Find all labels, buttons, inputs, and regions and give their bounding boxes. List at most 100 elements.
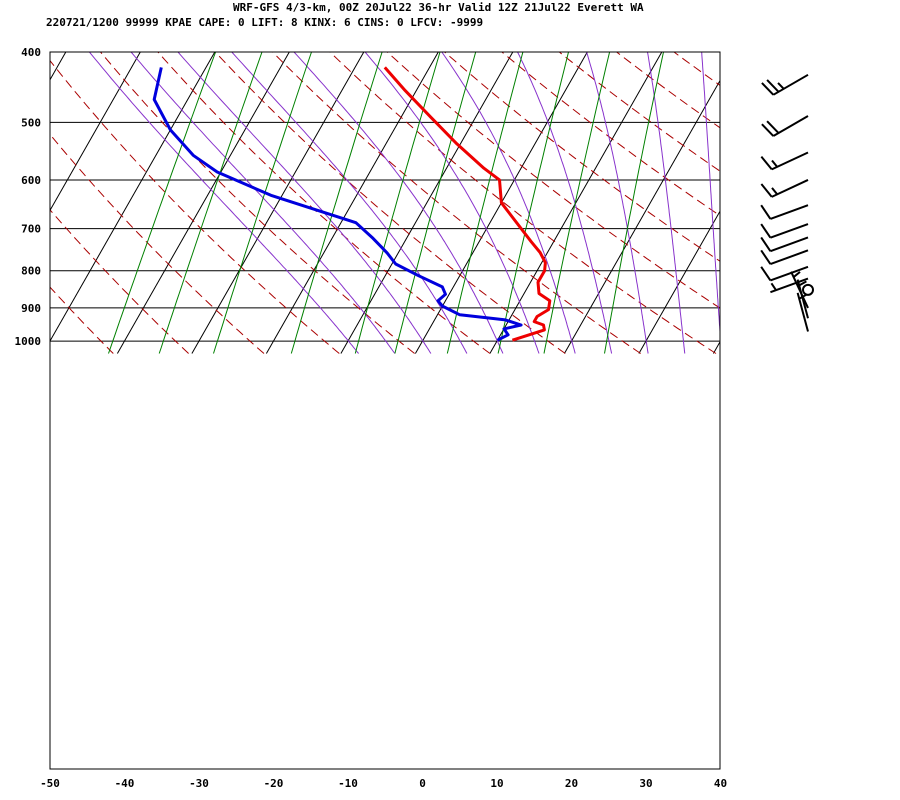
- barb-shaft: [772, 115, 809, 137]
- dry-adiabat: [444, 52, 720, 262]
- dry-adiabat: [50, 286, 114, 354]
- mixing-ratio-line: [213, 52, 312, 354]
- barb-shaft: [771, 151, 809, 171]
- mixing-ratio-line: [354, 52, 441, 354]
- barb-half-feather: [770, 282, 777, 291]
- dry-adiabat: [501, 52, 720, 217]
- y-tick-label: 700: [21, 223, 41, 236]
- isotherm-line: [191, 52, 365, 354]
- barb-shaft: [790, 271, 809, 309]
- dry-adiabat: [558, 52, 720, 172]
- moist-adiabat: [701, 52, 720, 339]
- mixing-ratio-line: [108, 52, 217, 354]
- dry-adiabat: [731, 52, 900, 354]
- isotherm-line: [563, 79, 720, 354]
- wind-barbs: [760, 73, 814, 332]
- x-tick-label: 40: [714, 777, 727, 790]
- dry-adiabat: [846, 52, 900, 354]
- mixing-ratio-lines: [108, 52, 664, 354]
- barb-shaft: [770, 265, 809, 282]
- barb-shaft: [771, 179, 809, 198]
- wind-barb: [802, 283, 814, 296]
- isotherm-line: [489, 52, 663, 354]
- isotherm-line: [265, 52, 439, 354]
- mixing-ratio-line: [543, 52, 611, 354]
- moist-adiabat: [231, 52, 468, 354]
- dry-adiabat: [329, 52, 717, 354]
- y-tick-label: 500: [21, 116, 41, 129]
- wind-barb: [761, 115, 809, 137]
- wind-barb: [760, 223, 809, 239]
- barb-shaft: [770, 277, 809, 294]
- x-tick-label: -40: [115, 777, 135, 790]
- dry-adiabat: [100, 52, 415, 354]
- dry-adiabat: [50, 59, 340, 354]
- y-tick-label: 400: [21, 46, 41, 59]
- barb-full-feather: [760, 236, 772, 252]
- moist-adiabat: [177, 52, 432, 354]
- dry-adiabats: [50, 52, 900, 354]
- y-tick-label: 1000: [15, 335, 42, 348]
- barb-shaft: [770, 223, 809, 239]
- moist-adiabat: [364, 52, 540, 354]
- chart-header-line1: WRF-GFS 4/3-km, 00Z 20Jul22 36-hr Valid …: [233, 1, 644, 14]
- barb-full-feather: [766, 120, 780, 134]
- isotherm-line: [340, 52, 514, 354]
- barb-full-feather: [760, 249, 772, 265]
- mixing-ratio-line: [394, 52, 477, 354]
- wind-barb: [760, 204, 809, 220]
- moist-adiabat: [441, 52, 576, 354]
- moist-adiabat: [586, 52, 649, 354]
- wind-barb: [760, 179, 809, 198]
- barb-shaft: [796, 292, 809, 332]
- y-tick-label: 600: [21, 174, 41, 187]
- calm-circle: [802, 283, 814, 296]
- barb-full-feather: [760, 223, 772, 239]
- x-tick-label: 0: [419, 777, 426, 790]
- dry-adiabat: [214, 52, 566, 354]
- barb-half-feather: [777, 82, 785, 90]
- barb-shaft: [770, 249, 809, 265]
- isotherm-line: [862, 52, 900, 354]
- barb-half-feather: [771, 159, 778, 168]
- isotherm-line: [50, 52, 216, 343]
- wind-barb: [760, 236, 809, 253]
- moist-adiabat: [130, 52, 396, 354]
- barb-shaft: [772, 73, 809, 96]
- barb-half-feather: [798, 280, 807, 287]
- x-tick-label: -30: [189, 777, 209, 790]
- moist-adiabat: [89, 52, 359, 354]
- x-tick-label: 20: [565, 777, 578, 790]
- wind-barb: [760, 265, 809, 282]
- sounding-series: [152, 66, 552, 342]
- x-tick-label: -10: [338, 777, 358, 790]
- barb-full-feather: [760, 204, 772, 220]
- dry-adiabat: [50, 209, 189, 354]
- chart-header-line2: 220721/1200 99999 KPAE CAPE: 0 LIFT: 8 K…: [46, 16, 483, 29]
- isotherm-line: [712, 340, 720, 354]
- wind-barb: [770, 277, 809, 294]
- barb-shaft: [770, 204, 809, 220]
- barb-shaft: [770, 236, 809, 253]
- isotherm-line: [50, 52, 141, 212]
- dry-adiabat: [272, 52, 641, 354]
- barb-full-feather: [760, 183, 773, 198]
- mixing-ratio-line: [158, 52, 263, 354]
- plot-frame: [49, 51, 721, 770]
- x-tick-label: -50: [40, 777, 60, 790]
- y-tick-label: 800: [21, 265, 41, 278]
- temperature-trace: [383, 66, 552, 342]
- barb-full-feather: [760, 266, 772, 281]
- wind-barb: [760, 151, 809, 171]
- mixing-ratio-line: [604, 52, 664, 354]
- y-tick-label: 900: [21, 302, 41, 315]
- isotherm-line: [116, 52, 290, 354]
- dry-adiabat: [50, 133, 265, 354]
- wind-barb: [790, 271, 809, 309]
- barb-full-feather: [766, 79, 780, 93]
- y-tick-labels: 400 500 600 700 800 900 1000: [15, 46, 42, 348]
- wind-barb: [760, 249, 809, 265]
- barb-full-feather: [761, 123, 775, 137]
- x-tick-labels: -50 -40 -30 -20 -10 0 10 20 30 40: [40, 777, 727, 790]
